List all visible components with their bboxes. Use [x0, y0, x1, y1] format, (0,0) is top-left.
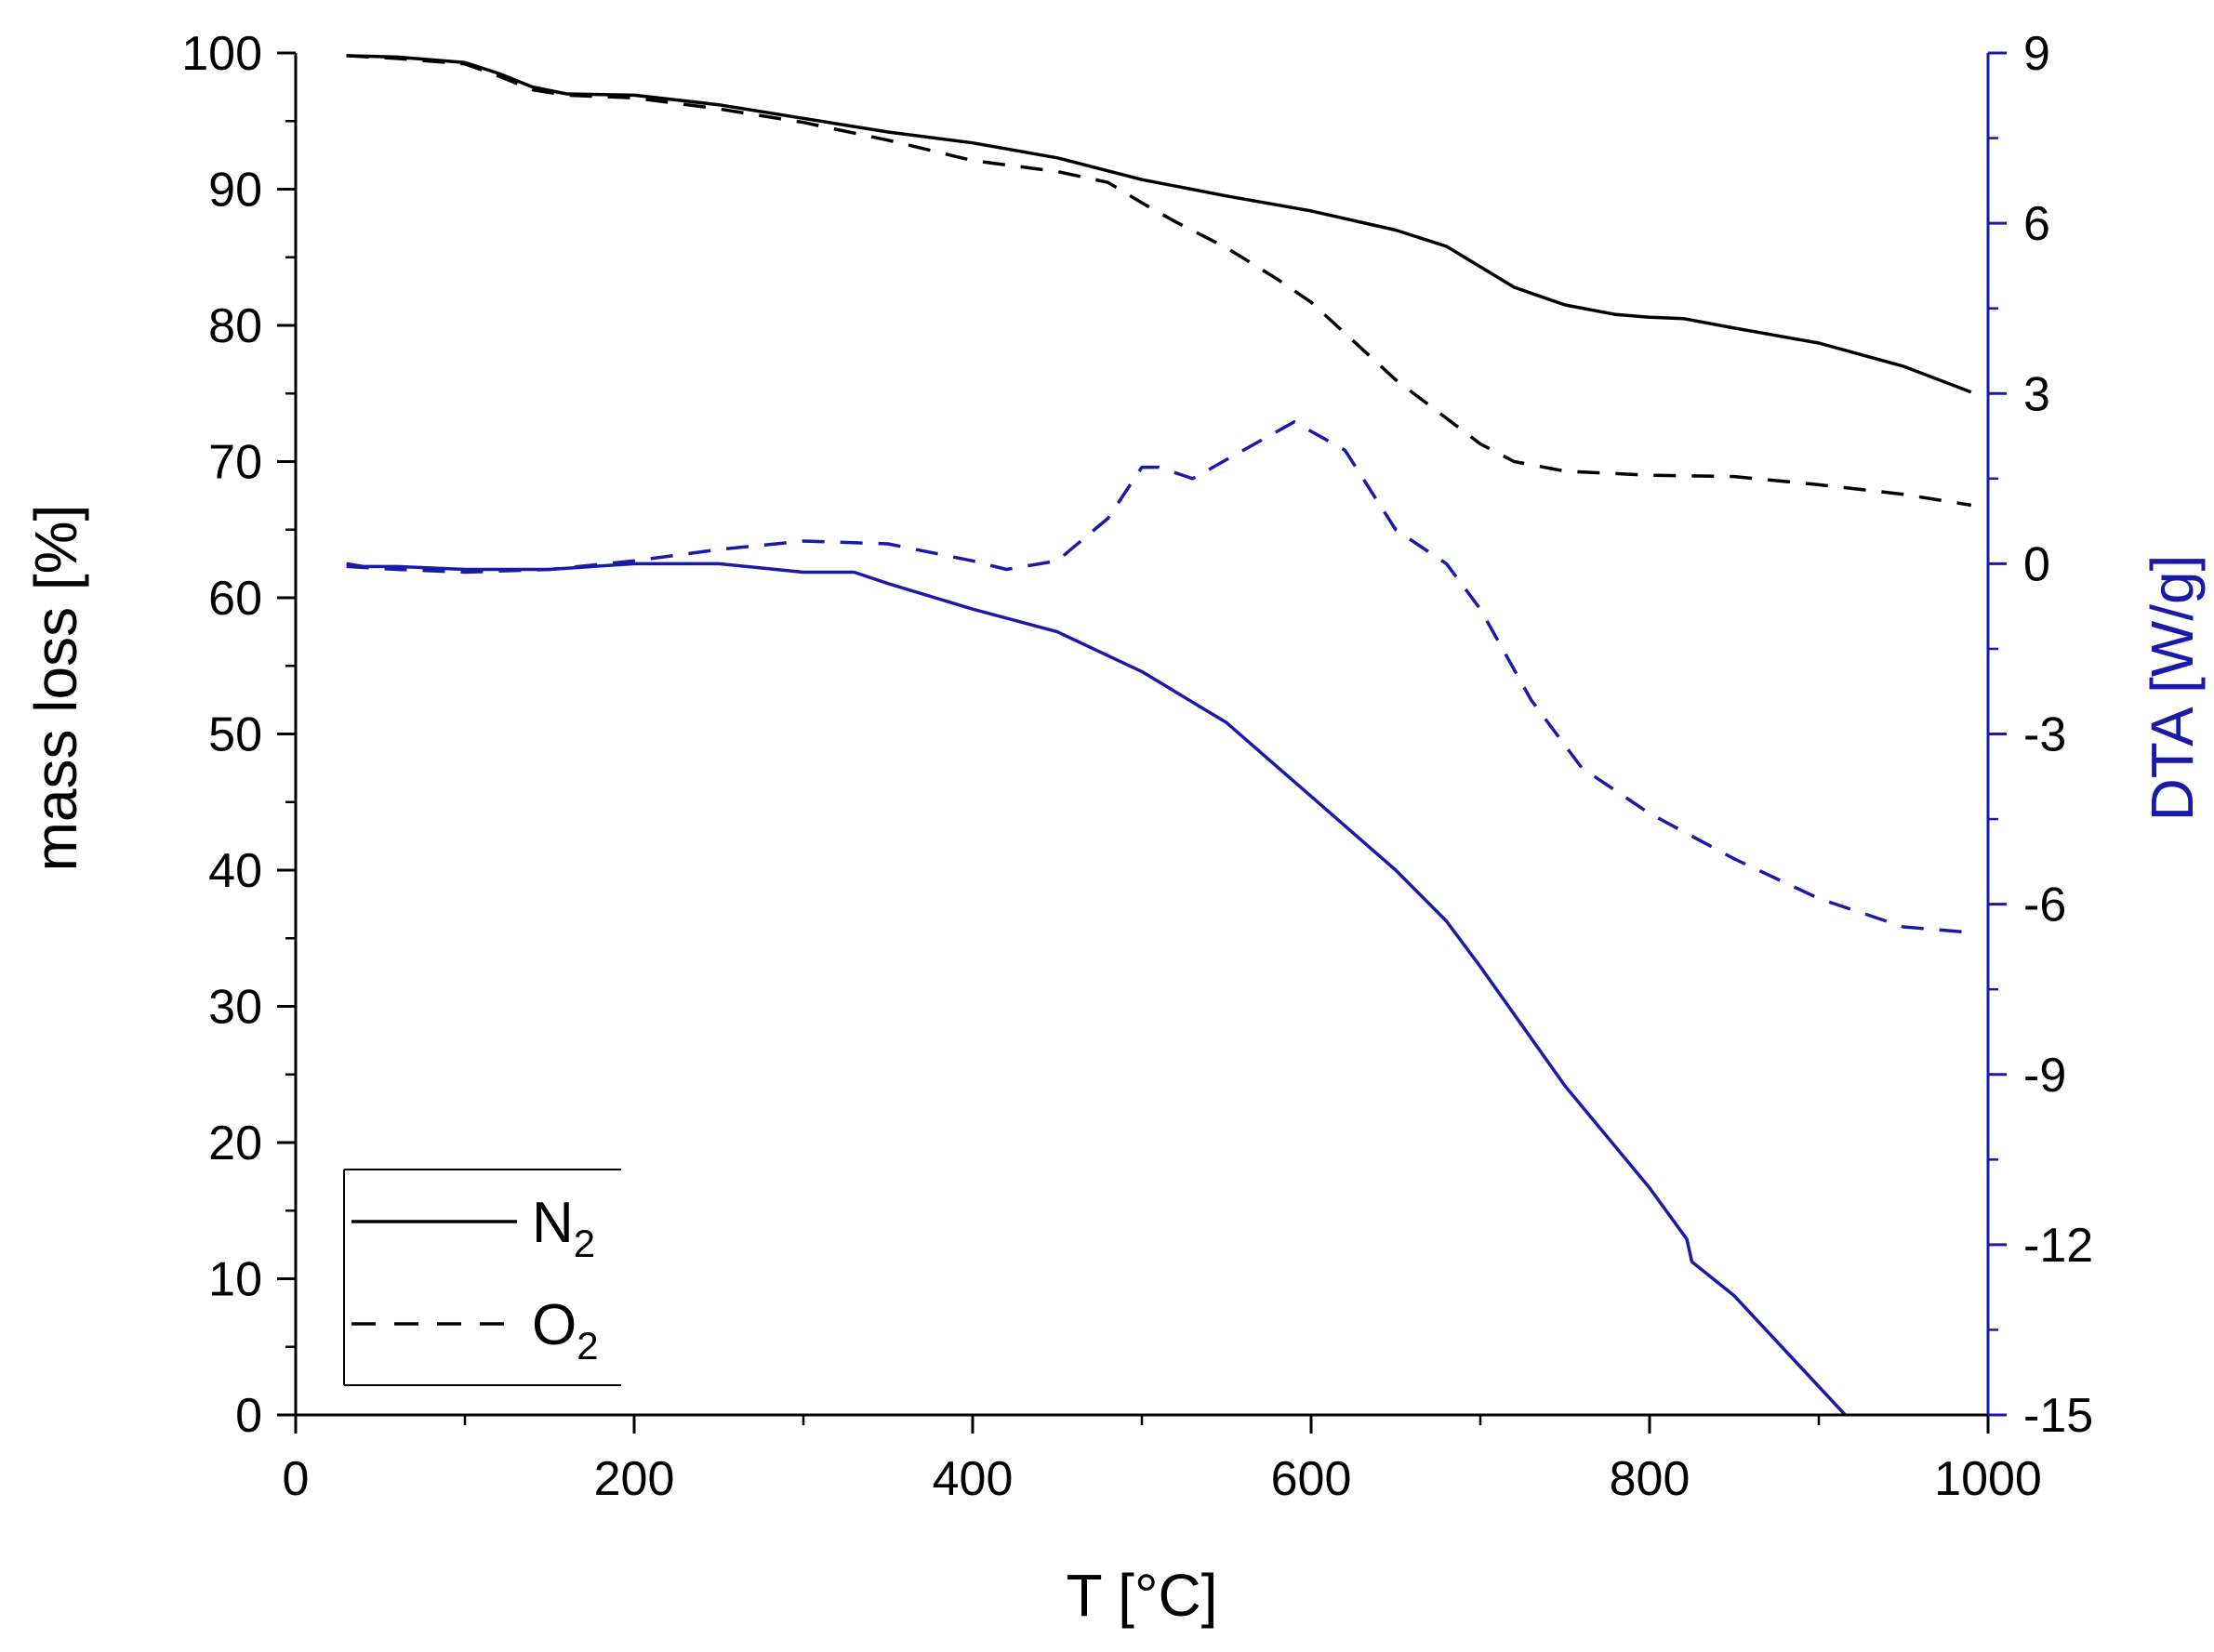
y-left-tick-label: 30 — [208, 981, 262, 1035]
y-right-tick-label: 6 — [2023, 197, 2050, 251]
y-left-tick-label: 60 — [208, 572, 262, 626]
y-right-tick-label: -15 — [2023, 1389, 2093, 1443]
x-tick-label: 800 — [1610, 1452, 1690, 1506]
y-right-tick-label: 0 — [2023, 537, 2050, 591]
x-tick-label: 600 — [1271, 1452, 1352, 1506]
legend: N2 O2 — [343, 1169, 621, 1386]
x-tick-label: 0 — [283, 1452, 310, 1506]
series-line-o2-mass-loss — [346, 54, 1972, 508]
legend-label-o2: O2 — [532, 1293, 599, 1368]
y-left-tick-label: 20 — [208, 1117, 262, 1170]
x-tick-label: 400 — [933, 1452, 1014, 1506]
y-left-tick-label: 40 — [208, 844, 262, 898]
y-left-tick-label: 50 — [208, 708, 262, 762]
y-left-tick-label: 10 — [208, 1253, 262, 1307]
y-right-tick-label: 3 — [2023, 367, 2050, 421]
legend-label-n2-base: N — [532, 1191, 574, 1255]
x-tick-label: 1000 — [1934, 1452, 2042, 1506]
y-right-tick-label: -9 — [2023, 1049, 2066, 1103]
series-line-o2-dta — [346, 420, 1971, 934]
y-left-axis-title: mass loss [%] — [22, 505, 89, 872]
y-left-tick-label: 100 — [181, 27, 262, 81]
legend-label-o2-base: O — [532, 1293, 577, 1357]
legend-label-o2-sub: 2 — [577, 1324, 598, 1368]
y-left-tick-label: 0 — [235, 1389, 262, 1443]
y-left-tick-label: 90 — [208, 164, 262, 218]
y-left-tick-label: 70 — [208, 436, 262, 490]
y-right-tick-label: 9 — [2023, 27, 2050, 81]
series-line-n2-mass-loss — [346, 54, 1972, 394]
y-right-axis-title: DTA [W/g] — [2139, 555, 2206, 822]
x-tick-label: 200 — [594, 1452, 675, 1506]
series-line-n2-dta — [346, 562, 1848, 1415]
legend-label-n2: N2 — [532, 1191, 595, 1265]
y-left-tick-label: 80 — [208, 299, 262, 353]
x-axis-title: T [°C] — [1066, 1562, 1217, 1629]
y-right-tick-label: -12 — [2023, 1219, 2093, 1273]
y-right-tick-label: -6 — [2023, 879, 2066, 932]
y-right-tick-label: -3 — [2023, 708, 2066, 762]
legend-label-n2-sub: 2 — [574, 1222, 595, 1265]
